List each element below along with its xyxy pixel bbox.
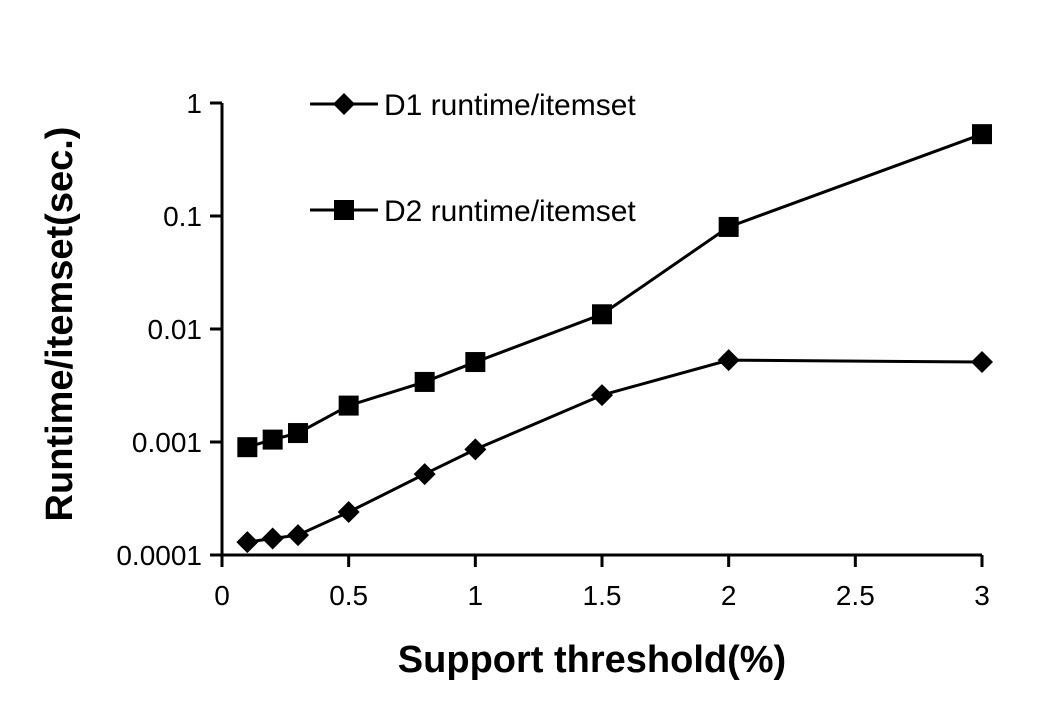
y-tick-label: 0.001 xyxy=(132,427,202,458)
data-point xyxy=(971,351,993,374)
data-point xyxy=(414,371,435,392)
series-layer xyxy=(236,124,993,554)
data-point xyxy=(717,349,740,372)
series-line xyxy=(247,358,983,544)
legend-entry-1: D1 runtime/itemset xyxy=(310,89,636,122)
data-point xyxy=(262,429,283,450)
x-tick-label: 2 xyxy=(721,580,737,611)
x-tick-label: 0.5 xyxy=(329,580,368,611)
legend-entry-2: D2 runtime/itemset xyxy=(310,195,636,228)
data-point xyxy=(592,304,612,325)
data-point xyxy=(972,124,992,145)
series-2 xyxy=(237,124,992,458)
data-point xyxy=(287,524,309,547)
data-point xyxy=(413,463,436,486)
y-tick-label: 0.01 xyxy=(148,314,203,345)
y-tick-label: 0.0001 xyxy=(116,540,202,571)
legend-label: D1 runtime/itemset xyxy=(384,89,636,122)
x-tick-label: 3 xyxy=(974,580,990,611)
data-point xyxy=(237,437,258,458)
data-point xyxy=(261,527,284,550)
x-tick-label: 0 xyxy=(214,580,230,611)
y-tick-label: 1 xyxy=(186,88,202,119)
data-point xyxy=(718,216,739,237)
y-axis-title: Runtime/itemset(sec.) xyxy=(39,127,81,522)
x-tick-label: 1.5 xyxy=(583,580,622,611)
axes: 0.0001 0.001 0.01 0.1 1 0 0.5 1 1.5 2 2.5 3 xyxy=(116,88,989,611)
legend-label: D2 runtime/itemset xyxy=(384,195,636,228)
legend: D1 runtime/itemset D2 runtime/itemset xyxy=(310,89,636,228)
legend-marker xyxy=(333,93,355,115)
series-1 xyxy=(236,349,993,554)
data-point xyxy=(465,352,486,373)
data-point xyxy=(338,395,359,416)
data-point xyxy=(337,501,360,524)
x-tick-label: 2.5 xyxy=(836,580,875,611)
x-axis-title: Support threshold(%) xyxy=(398,639,786,681)
data-point xyxy=(464,438,487,461)
x-tick-label: 1 xyxy=(468,580,484,611)
legend-marker xyxy=(334,200,354,220)
data-point xyxy=(236,531,259,554)
data-point xyxy=(288,423,308,444)
y-tick-label: 0.1 xyxy=(163,201,202,232)
data-point xyxy=(591,384,613,407)
